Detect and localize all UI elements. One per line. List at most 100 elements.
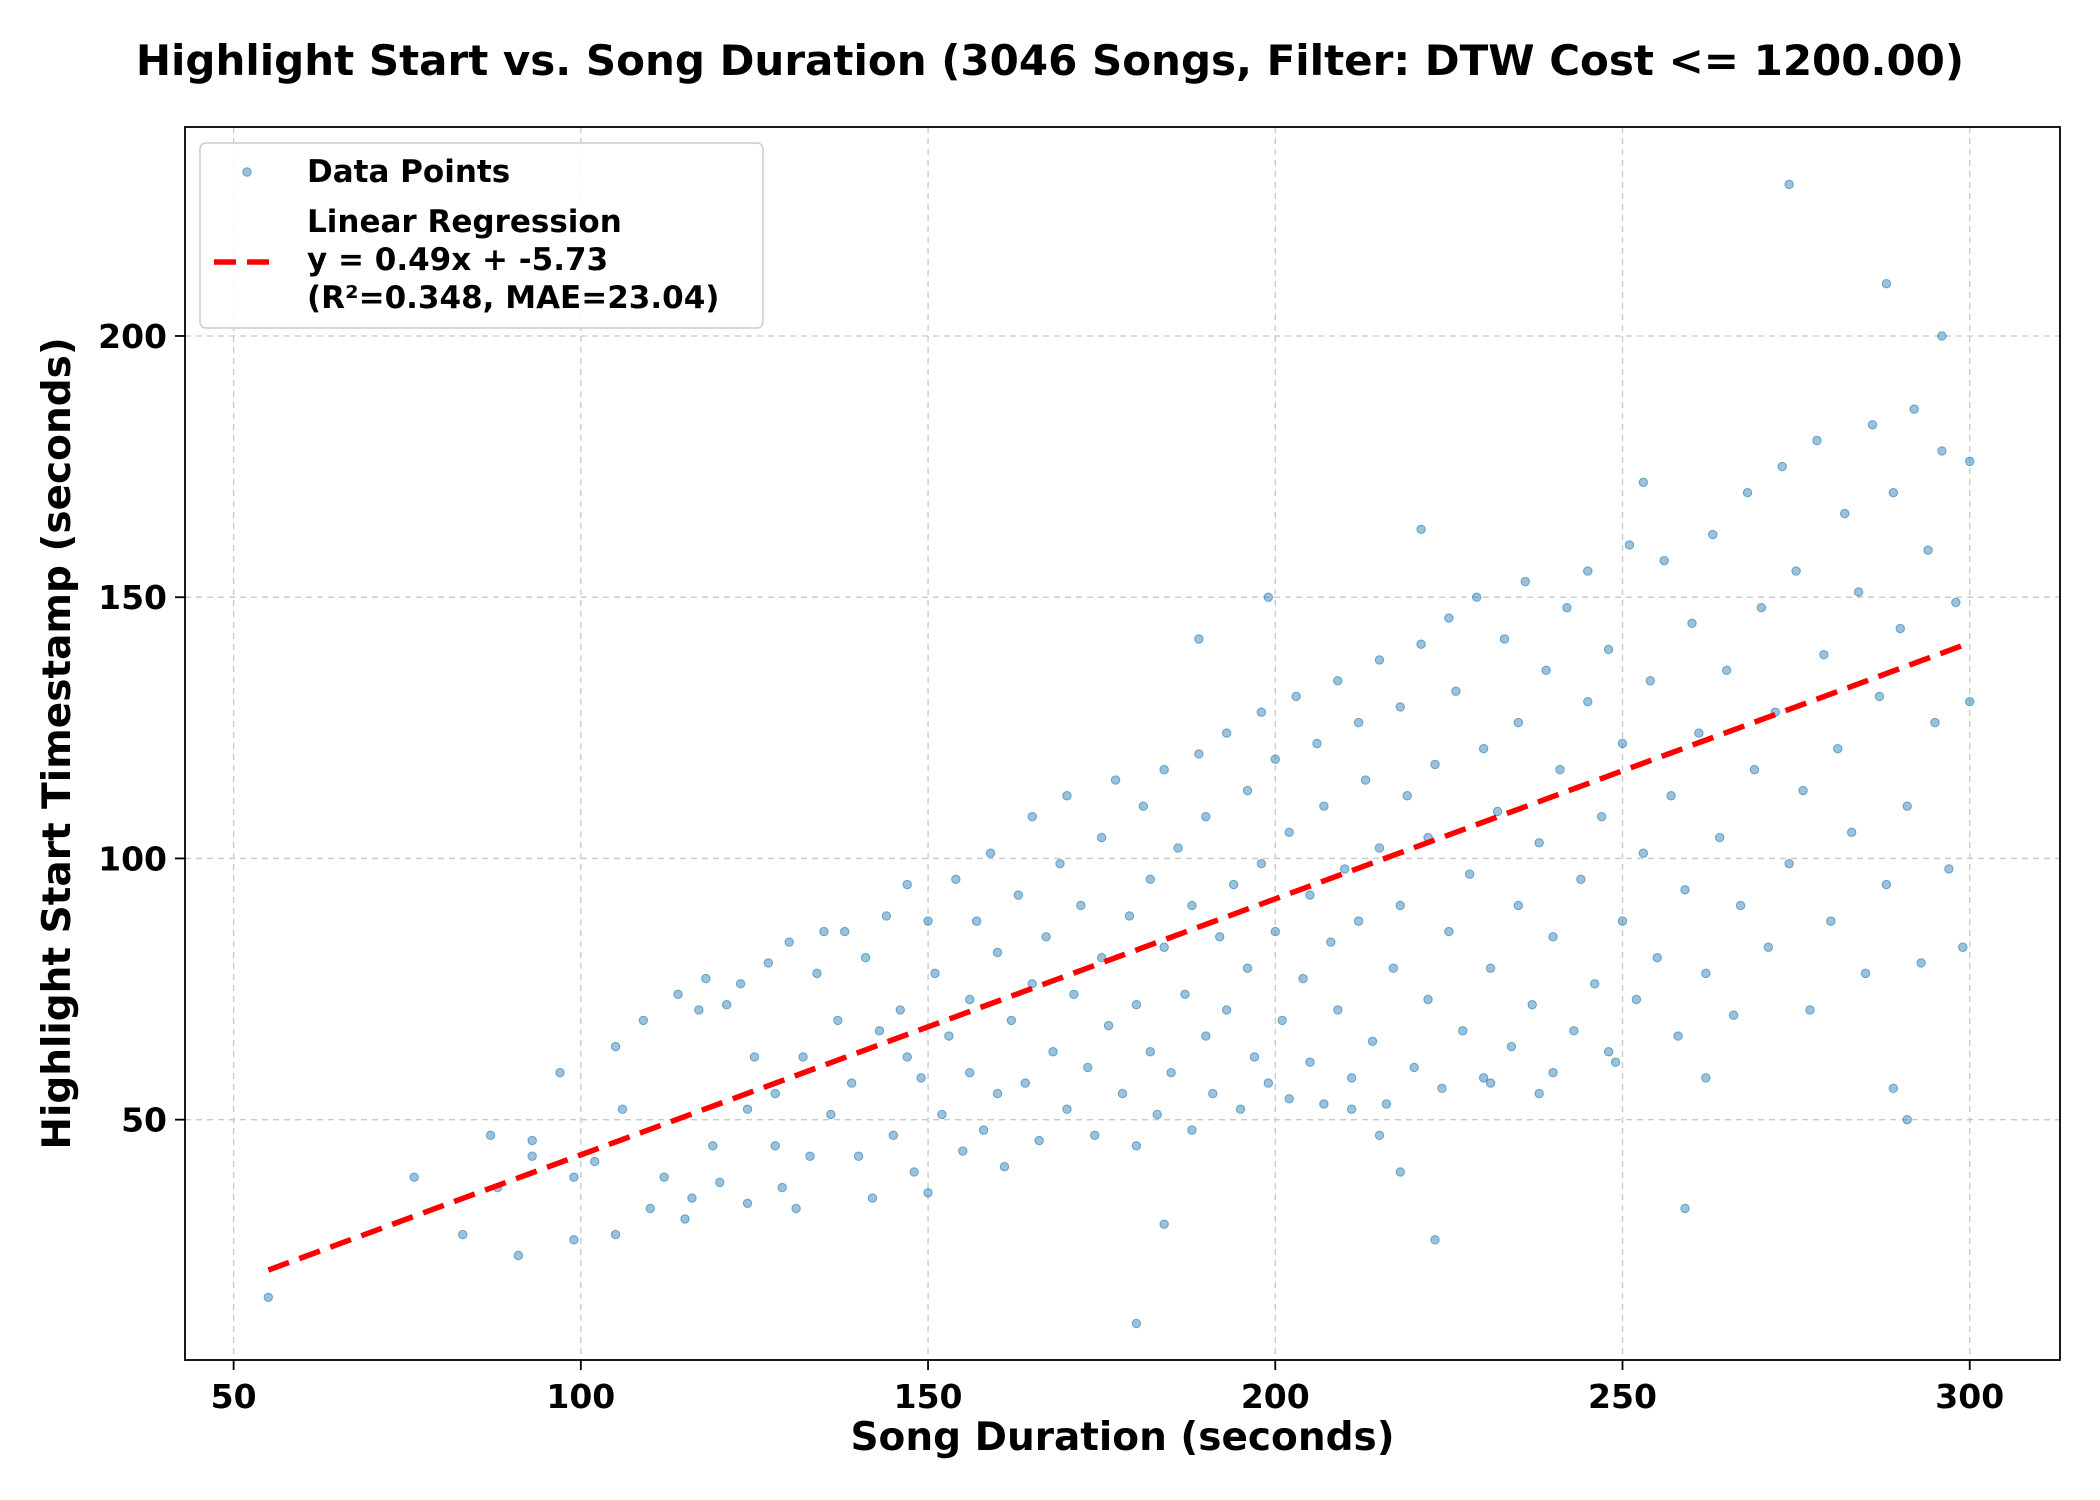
data-point bbox=[1506, 1041, 1517, 1052]
data-point bbox=[1444, 926, 1454, 937]
data-point bbox=[1680, 885, 1690, 895]
data-point bbox=[1576, 874, 1586, 885]
x-axis-ticks: 50 100 150 200 250 300 bbox=[211, 1360, 2004, 1416]
data-point bbox=[902, 879, 912, 890]
data-point bbox=[1437, 1083, 1447, 1094]
data-point bbox=[1895, 623, 1905, 634]
data-point bbox=[1069, 989, 1079, 999]
data-point bbox=[1923, 545, 1933, 555]
data-point bbox=[1499, 634, 1510, 644]
data-point bbox=[958, 1146, 968, 1156]
data-point bbox=[1277, 1015, 1287, 1026]
data-point bbox=[645, 1203, 655, 1214]
data-point bbox=[930, 968, 940, 979]
data-point bbox=[610, 1229, 621, 1240]
data-point bbox=[1819, 649, 1829, 660]
data-point bbox=[951, 874, 961, 885]
data-point bbox=[770, 1141, 780, 1151]
data-point bbox=[513, 1250, 524, 1261]
data-point bbox=[1242, 785, 1253, 796]
data-point bbox=[1131, 1000, 1142, 1010]
data-point bbox=[985, 848, 996, 858]
data-point bbox=[721, 1000, 732, 1010]
data-point bbox=[1888, 488, 1899, 498]
data-point bbox=[458, 1229, 468, 1240]
data-point bbox=[1242, 963, 1253, 973]
y-tick-label: 200 bbox=[98, 317, 167, 356]
data-point bbox=[1798, 785, 1808, 796]
y-axis-ticks: 50 100 150 200 bbox=[98, 317, 185, 1140]
data-point bbox=[1367, 1036, 1378, 1047]
data-point bbox=[1215, 932, 1225, 942]
data-point bbox=[1249, 1052, 1260, 1062]
chart-title: Highlight Start vs. Song Duration (3046 … bbox=[136, 36, 1964, 85]
data-point bbox=[1701, 1073, 1711, 1083]
data-point bbox=[1902, 1114, 1912, 1125]
data-point bbox=[742, 1104, 753, 1114]
data-point bbox=[1256, 858, 1267, 869]
data-point bbox=[638, 1015, 649, 1026]
data-point bbox=[1166, 1067, 1176, 1078]
data-point bbox=[1930, 717, 1940, 728]
data-point bbox=[1708, 529, 1718, 540]
x-tick-label: 50 bbox=[211, 1377, 257, 1416]
x-tick-label: 100 bbox=[546, 1377, 615, 1416]
data-point bbox=[1395, 1167, 1405, 1177]
data-point bbox=[1221, 1005, 1232, 1015]
data-point bbox=[1256, 707, 1267, 717]
data-point bbox=[1235, 1104, 1246, 1114]
data-point bbox=[569, 1172, 579, 1182]
data-point bbox=[791, 1203, 801, 1214]
data-point bbox=[1958, 942, 1968, 952]
y-tick-label: 150 bbox=[98, 578, 167, 617]
data-point bbox=[1902, 801, 1912, 811]
data-point bbox=[1187, 1125, 1197, 1135]
data-point bbox=[1201, 811, 1211, 822]
data-point bbox=[1485, 963, 1496, 973]
data-point bbox=[1916, 958, 1926, 968]
data-point bbox=[1610, 1057, 1621, 1067]
data-point bbox=[1840, 508, 1850, 519]
data-point bbox=[1617, 738, 1628, 749]
data-point bbox=[992, 1088, 1003, 1099]
data-point bbox=[1492, 806, 1503, 817]
data-point bbox=[1451, 686, 1461, 696]
data-point bbox=[1416, 639, 1426, 649]
data-point bbox=[1701, 968, 1711, 979]
data-point bbox=[1569, 1026, 1579, 1036]
regression-line bbox=[267, 640, 1971, 1273]
data-point bbox=[1381, 1099, 1392, 1109]
data-point bbox=[1194, 749, 1204, 759]
legend-point-marker bbox=[242, 167, 252, 177]
data-point bbox=[1284, 827, 1294, 838]
data-point bbox=[1270, 754, 1280, 764]
data-point bbox=[1583, 697, 1593, 707]
x-tick-label: 200 bbox=[1241, 1377, 1310, 1416]
data-point bbox=[1006, 1015, 1017, 1026]
data-point bbox=[1784, 858, 1794, 869]
data-point bbox=[1520, 576, 1530, 587]
data-point bbox=[1631, 994, 1642, 1005]
data-point bbox=[888, 1130, 899, 1141]
data-point bbox=[1638, 477, 1649, 487]
data-point bbox=[1284, 1094, 1294, 1104]
data-point bbox=[1173, 843, 1183, 853]
data-point bbox=[590, 1156, 600, 1167]
data-point bbox=[1076, 900, 1086, 911]
data-point bbox=[1110, 775, 1121, 785]
data-point bbox=[1471, 592, 1482, 602]
data-point bbox=[1263, 592, 1274, 602]
data-point bbox=[840, 926, 850, 937]
data-point bbox=[1846, 827, 1857, 838]
data-point bbox=[937, 1109, 947, 1120]
data-point bbox=[965, 1067, 975, 1078]
data-point bbox=[1013, 890, 1024, 900]
data-point bbox=[1131, 1141, 1142, 1151]
data-point bbox=[1909, 404, 1919, 414]
data-point bbox=[1402, 791, 1412, 801]
data-point bbox=[1312, 738, 1322, 749]
data-point bbox=[763, 958, 774, 968]
data-point bbox=[1083, 1062, 1093, 1073]
data-point bbox=[1534, 1088, 1544, 1099]
